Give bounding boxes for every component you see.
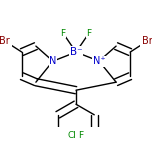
Text: F: F [78,131,83,140]
Text: F: F [86,29,92,38]
Text: N⁺: N⁺ [93,56,105,66]
Text: F: F [60,29,66,38]
Text: Br: Br [142,36,152,46]
Text: N: N [49,56,57,66]
Text: Br: Br [0,36,10,46]
Text: B⁻: B⁻ [70,47,82,57]
Text: Cl: Cl [67,131,76,140]
